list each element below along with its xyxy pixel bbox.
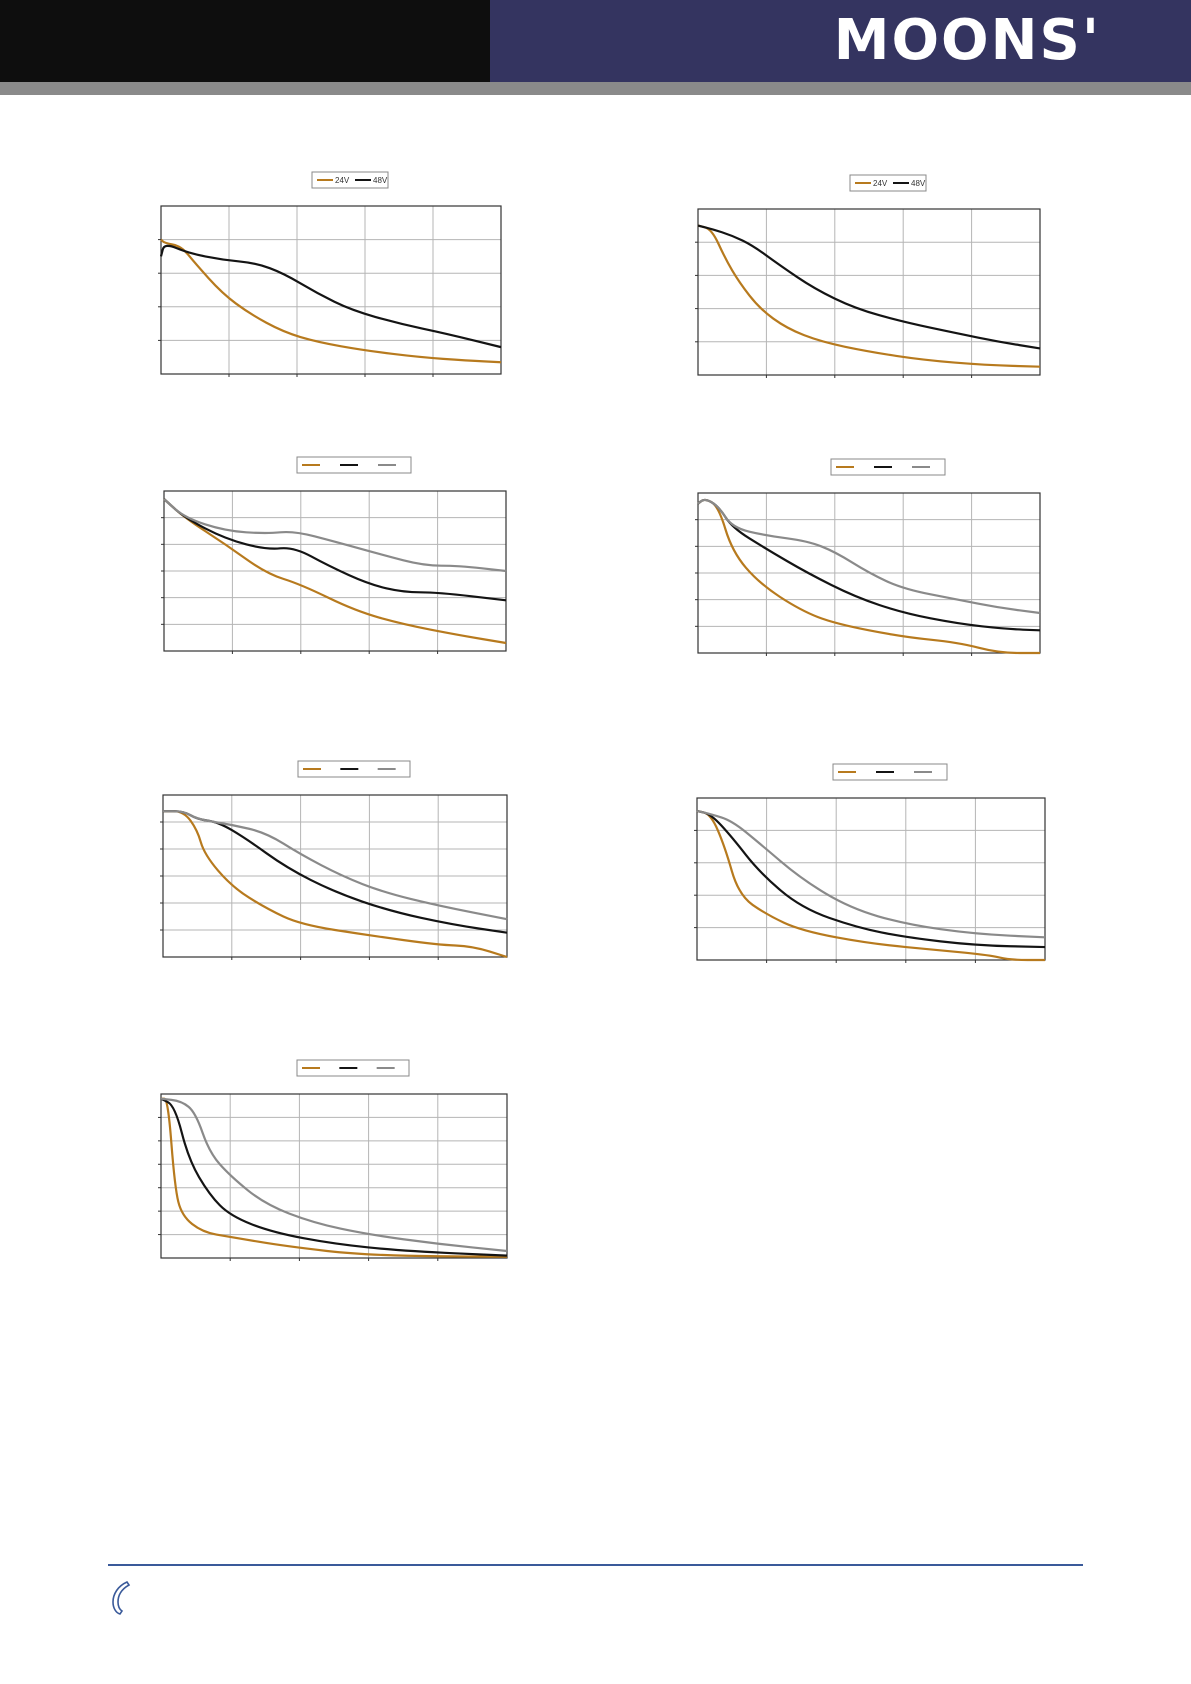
plot-frame — [697, 492, 1041, 654]
chart-legend — [297, 760, 411, 778]
chart-svg: 24V 48V — [695, 174, 1041, 378]
speed-torque-chart-5 — [160, 759, 510, 961]
speed-torque-chart-7 — [158, 1058, 510, 1262]
plot-area — [158, 1093, 508, 1261]
series-line-2 — [697, 224, 1041, 350]
series-line-2 — [159, 244, 502, 349]
series-line-1 — [161, 1097, 508, 1258]
header-black-panel — [0, 0, 490, 82]
series-line-1 — [160, 238, 502, 364]
legend-label: 24V — [873, 179, 888, 188]
chart-legend: 24V 48V — [311, 171, 389, 189]
plot-area — [158, 205, 502, 377]
speed-torque-chart-1: 24V 48V — [158, 170, 504, 378]
speed-torque-chart-4 — [695, 457, 1043, 657]
plot-frame — [160, 1093, 508, 1259]
chart-svg — [161, 456, 507, 654]
series-line-2 — [160, 1097, 508, 1257]
series-line-3 — [163, 810, 508, 921]
plot-frame — [696, 797, 1046, 961]
speed-torque-chart-6 — [694, 762, 1048, 964]
series-line-2 — [163, 498, 507, 602]
footer-rule — [108, 1564, 1083, 1566]
brand-logo: MOONS' — [833, 8, 1101, 73]
series-line-1 — [163, 810, 508, 959]
chart-legend — [296, 456, 412, 474]
chart-svg — [695, 458, 1041, 656]
series-line-1 — [697, 224, 1041, 368]
legend-label: 24V — [335, 176, 350, 185]
phone-icon — [110, 1580, 132, 1616]
chart-svg: 24V 48V — [158, 171, 502, 377]
legend-label: 48V — [911, 179, 926, 188]
plot-area — [161, 490, 507, 654]
header-blue-panel — [490, 0, 1191, 82]
speed-torque-chart-2: 24V 48V — [695, 173, 1043, 379]
series-line-3 — [696, 809, 1046, 939]
chart-legend — [830, 458, 946, 476]
chart-svg — [694, 763, 1046, 963]
speed-torque-chart-3 — [161, 455, 509, 655]
legend-label: 48V — [373, 176, 388, 185]
plot-frame — [697, 208, 1041, 376]
legend-box — [311, 171, 389, 189]
plot-area — [160, 794, 508, 960]
series-line-1 — [696, 809, 1045, 962]
series-line-2 — [696, 809, 1046, 949]
series-line-3 — [697, 498, 1041, 615]
chart-svg — [158, 1059, 508, 1261]
series-line-3 — [163, 498, 507, 573]
chart-legend — [832, 763, 948, 781]
plot-area — [694, 797, 1046, 963]
series-line-1 — [697, 498, 1040, 655]
chart-legend: 24V 48V — [849, 174, 927, 192]
plot-frame — [160, 205, 502, 375]
series-line-3 — [160, 1097, 508, 1253]
plot-frame — [162, 794, 508, 958]
chart-legend — [296, 1059, 410, 1077]
plot-area — [695, 492, 1041, 656]
chart-svg — [160, 760, 508, 960]
header-divider-bar — [0, 82, 1191, 95]
legend-box — [849, 174, 927, 192]
plot-area — [695, 208, 1041, 378]
